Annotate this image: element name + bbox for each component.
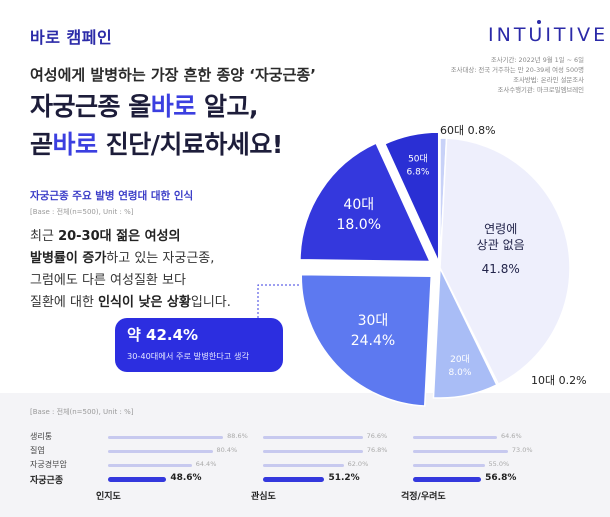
bar-category-label: 자궁근종 <box>30 476 64 486</box>
pie-value-40: 18.0% <box>337 217 381 233</box>
headline-text: 곧 <box>30 130 53 159</box>
survey-agency: 조사수행기관: 마크로밀엠브레인 <box>497 86 585 94</box>
bar-series-name: 인지도 <box>96 492 121 502</box>
callout-caption: 30-40대에서 주로 발병한다고 생각 <box>127 351 249 361</box>
body-text: 최근 20-30대 젊은 여성의 발병률이 증가하고 있는 자궁근종, 그럼에도… <box>30 226 320 314</box>
bar-track <box>108 436 224 439</box>
callout-percent: 약 42.4% <box>127 326 199 344</box>
pie-value-none: 41.8% <box>482 262 520 276</box>
pie-value-20: 8.0% <box>449 368 472 378</box>
brand-logo-dot <box>537 20 541 24</box>
bar-main-value: 51.2% <box>328 473 360 483</box>
survey-target: 조사대상: 전국 거주하는 만 20-39세 여성 500명 <box>450 66 584 74</box>
survey-period: 조사기간: 2022년 9월 1일 ~ 6일 <box>490 56 584 64</box>
bar-main-value: 56.8% <box>485 473 517 483</box>
pie-value-50: 6.8% <box>407 167 430 177</box>
pie-slice-4 <box>300 273 433 407</box>
pie-label-40: 40대 <box>343 197 374 213</box>
bar-category-label: 자궁경부암 <box>30 460 67 469</box>
headline: 자궁근종 올바로 알고, 곧바로 진단/치료하세요! <box>30 88 283 164</box>
pie-slice-6 <box>383 131 440 263</box>
section-title: 자궁근종 주요 발병 연령대 대한 인식 <box>30 190 194 202</box>
pie-label-60: 60대 0.8% <box>440 124 496 137</box>
pie-label-50: 50대 <box>408 153 428 164</box>
bar-track <box>108 464 192 467</box>
bar-category-label: 생리통 <box>30 432 53 441</box>
headline-highlight: 바로 <box>52 130 99 159</box>
body-emphasis: 20-30대 젊은 여성의 <box>58 229 181 244</box>
pie-label-30: 30대 <box>358 313 389 329</box>
headline-line2: 곧바로 진단/치료하세요! <box>30 126 283 164</box>
pie-slice-3 <box>432 267 498 399</box>
bar-value-label: 55.0% <box>488 460 510 468</box>
body-line-4: 질환에 대한 인식이 낮은 상황입니다. <box>30 292 320 314</box>
bottom-panel <box>0 393 610 517</box>
bar-value-label: 64.6% <box>500 432 522 440</box>
body-line-3: 그럼에도 다른 여성질환 보다 <box>30 273 186 288</box>
pie-slice-1 <box>439 137 571 386</box>
body-span: 최근 <box>30 229 59 244</box>
pie-base-note: [Base : 전체(n=500), Unit : %] <box>30 208 134 216</box>
bar-value-label: 73.0% <box>511 446 533 454</box>
bar-track <box>263 436 363 439</box>
bar-value-label: 88.6% <box>227 432 248 440</box>
body-span: 입니다. <box>190 295 231 310</box>
pie-label-none-2: 상관 없음 <box>477 238 525 252</box>
headline-line1: 자궁근종 올바로 알고, <box>30 88 283 126</box>
bar-value-label: 76.8% <box>366 446 388 454</box>
body-emphasis: 인식이 낮은 상황 <box>98 295 191 310</box>
bar-value-label: 64.4% <box>195 460 217 468</box>
bar-main <box>108 477 167 482</box>
pie-value-30: 24.4% <box>351 333 395 349</box>
bar-track <box>413 436 497 439</box>
bar-value-label: 76.6% <box>366 432 388 440</box>
pie-label-20: 20대 <box>450 354 470 365</box>
bar-series-name: 걱정/우려도 <box>401 492 446 502</box>
bar-main <box>413 477 482 482</box>
pie-label-none-1: 연령에 <box>484 222 517 236</box>
campaign-title: 바로 캠페인 <box>30 28 113 47</box>
body-span: 질환에 대한 <box>30 295 99 310</box>
bar-value-label: 62.0% <box>347 460 369 468</box>
bar-track <box>108 450 213 453</box>
page-subtitle: 여성에게 발병하는 가장 흔한 종양 ‘자궁근종’ <box>30 66 316 84</box>
survey-info: 조사기간: 2022년 9월 1일 ~ 6일 조사대상: 전국 거주하는 만 2… <box>386 55 584 95</box>
headline-highlight: 바로 <box>150 92 197 121</box>
headline-text: 알고, <box>195 92 259 121</box>
callout-box: 약 42.4% 30-40대에서 주로 발병한다고 생각 <box>115 318 283 372</box>
body-emphasis: 발병률이 증가 <box>30 251 107 266</box>
pie-label-10: 10대 0.2% <box>531 374 587 387</box>
body-line-1: 최근 20-30대 젊은 여성의 <box>30 226 320 248</box>
bar-base-note: [Base : 전체(n=500), Unit : %] <box>30 408 134 416</box>
brand-logo: INTUITIVE <box>488 24 609 46</box>
headline-text: 자궁근종 올 <box>30 92 151 121</box>
body-span: 하고 있는 자궁근종, <box>106 251 215 266</box>
bar-main-value: 48.6% <box>170 473 202 483</box>
bar-track <box>413 464 485 467</box>
bar-track <box>263 464 344 467</box>
bar-series-name: 관심도 <box>251 492 276 502</box>
survey-method: 조사방법: 온라인 설문조사 <box>513 76 584 84</box>
bar-value-label: 80.4% <box>216 446 238 454</box>
bar-main <box>263 477 325 482</box>
pie-slice-5 <box>299 142 432 263</box>
headline-text: 진단/치료하세요! <box>97 130 284 159</box>
body-line-2: 발병률이 증가하고 있는 자궁근종, <box>30 248 320 270</box>
bar-track <box>413 450 508 453</box>
bar-track <box>263 450 363 453</box>
bar-category-label: 질염 <box>30 446 45 455</box>
